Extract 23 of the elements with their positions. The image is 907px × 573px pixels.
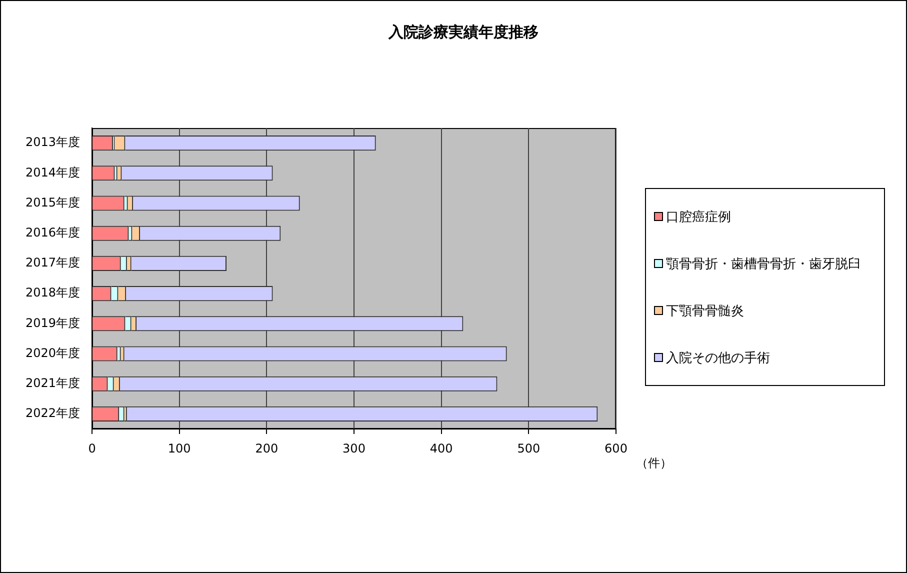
y-tick-label: 2021年度	[25, 376, 80, 390]
x-tick-label: 300	[342, 441, 366, 456]
chart-title: 入院診療実績年度推移	[388, 23, 538, 42]
y-tick-label: 2015年度	[25, 195, 80, 210]
y-tick-label: 2017年度	[25, 256, 80, 270]
x-tick-label: 500	[517, 441, 540, 456]
x-tick-label: 400	[430, 441, 453, 456]
x-axis-title: （件）	[636, 456, 672, 470]
legend-label: 入院その他の手術	[666, 350, 770, 366]
y-tick-label: 2022年度	[25, 406, 80, 420]
y-tick-label: 2016年度	[25, 225, 80, 240]
x-tick-label: 100	[168, 441, 191, 456]
legend-label: 口腔癌症例	[666, 208, 731, 226]
x-tick-label: 0	[88, 441, 96, 456]
x-tick-label: 600	[604, 441, 628, 456]
legend-label: 下顎骨骨髄炎	[666, 302, 744, 320]
y-tick-label: 2013年度	[25, 135, 80, 150]
y-tick-label: 2019年度	[25, 316, 80, 330]
y-tick-label: 2020年度	[25, 346, 80, 360]
y-tick-label: 2014年度	[25, 165, 80, 180]
x-tick-label: 200	[255, 441, 278, 456]
legend-label: 顎骨骨折・歯槽骨骨折・歯牙脱臼	[666, 256, 861, 272]
y-tick-label: 2018年度	[25, 286, 80, 300]
